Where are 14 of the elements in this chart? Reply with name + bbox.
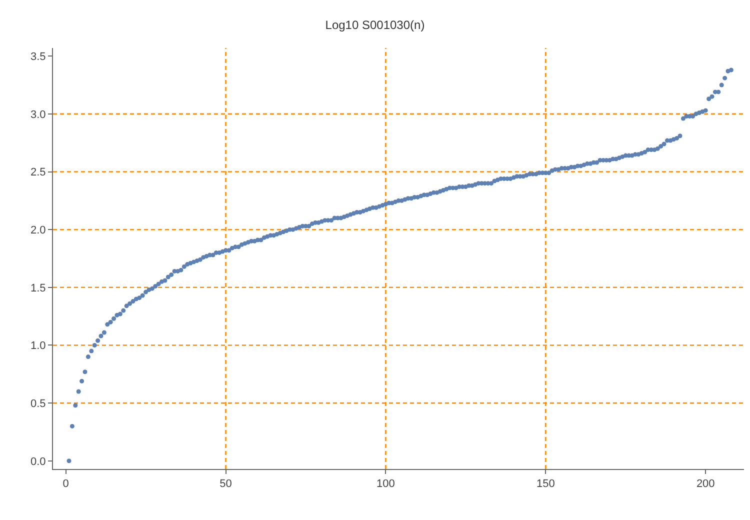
y-tick-label: 1.5 <box>30 282 46 294</box>
y-tick-label: 3.5 <box>30 50 46 63</box>
y-tick-label: 3.0 <box>30 108 46 121</box>
y-tick-label: 0.0 <box>30 456 46 468</box>
x-tick-label: 0 <box>62 478 69 490</box>
y-tick-label: 2.0 <box>30 224 46 236</box>
x-tick-label: 50 <box>220 478 232 490</box>
chart-title: Log10 S001030(n) <box>325 18 425 32</box>
y-tick-label: 1.0 <box>30 340 46 352</box>
x-tick-label: 200 <box>696 478 715 490</box>
y-tick-label: 0.5 <box>30 398 46 410</box>
y-tick-label: 2.5 <box>30 166 46 179</box>
x-tick-label: 100 <box>376 478 395 490</box>
x-tick-label: 150 <box>536 478 555 490</box>
